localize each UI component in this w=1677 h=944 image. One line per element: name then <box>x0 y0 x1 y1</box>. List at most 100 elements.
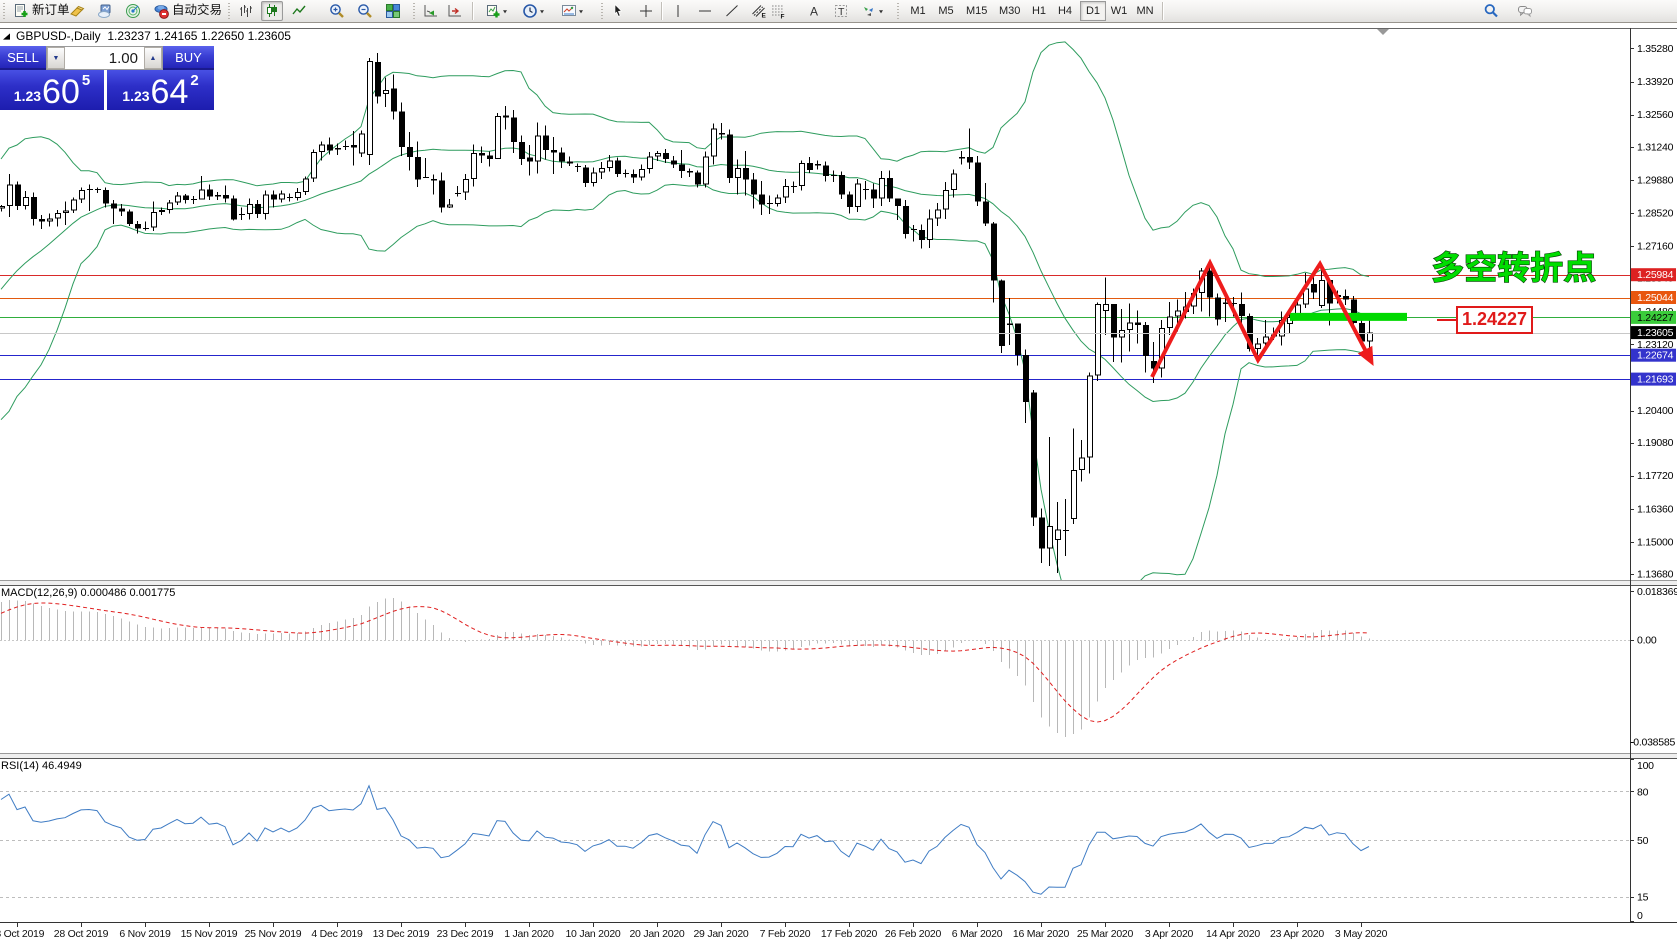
periods-menu-button[interactable]: ▾ <box>519 1 547 21</box>
main-pane <box>0 41 1630 580</box>
toolbar-grip-3[interactable] <box>412 3 417 19</box>
vertical-line-tool-icon <box>677 5 679 17</box>
rsi-scale-100: 100 <box>1637 760 1654 772</box>
chart-shift-marker[interactable] <box>1377 29 1389 35</box>
ohlc-close: 1.23605 <box>247 29 291 43</box>
buy-price-display[interactable]: 1.23 64 2 <box>107 70 214 110</box>
timeframe-button-m5[interactable]: M5 <box>938 5 954 17</box>
channel-tool-button[interactable]: E <box>748 1 770 21</box>
chart-shift-icon <box>448 5 461 17</box>
price-badge-1.25044 <box>1631 291 1676 304</box>
date-label-16: 16 Mar 2020 <box>1013 928 1070 940</box>
market-watch-button[interactable] <box>66 1 88 21</box>
price-tick-label-1.13680: 1.13680 <box>1637 569 1674 581</box>
pane-splitter-rsi[interactable] <box>0 753 1677 759</box>
rsi-scale-15: 15 <box>1637 892 1649 904</box>
trendline-tool-button[interactable] <box>721 1 743 21</box>
sell-price-display[interactable]: 1.23 60 5 <box>0 70 104 110</box>
search-button[interactable] <box>1480 1 1502 21</box>
price-callout[interactable]: 1.24227 <box>1437 306 1534 334</box>
macd-indicator-label: MACD(12,26,9) 0.000486 0.001775 <box>1 587 175 599</box>
cjk-text-svg <box>32 3 69 15</box>
timeframe-button-m30[interactable]: M30 <box>999 5 1021 17</box>
dropdown-caret-icon: ▾ <box>879 7 884 15</box>
buy-price-prefix: 1.23 <box>122 88 150 104</box>
horizontal-line-tool-button[interactable] <box>694 1 716 21</box>
sell-button[interactable]: SELL <box>0 46 46 70</box>
indicators-menu-button[interactable]: ▾ <box>482 1 510 21</box>
price-tick-label-1.17720: 1.17720 <box>1637 470 1674 482</box>
autotrading-label <box>172 3 222 19</box>
cursor-tool-button[interactable] <box>607 1 629 21</box>
macd-name: MACD(12,26,9) <box>1 587 78 599</box>
cjk-text-svg <box>174 3 221 16</box>
strategy-tester-button[interactable] <box>122 1 144 21</box>
toolbar-grip-2[interactable] <box>227 3 232 19</box>
timeframe-button-m1[interactable]: M1 <box>910 5 926 17</box>
timeframe-button-mn[interactable]: MN <box>1136 5 1154 17</box>
data-window-button[interactable] <box>94 1 116 21</box>
label-tool-button[interactable]: T <box>830 1 852 21</box>
date-label-9: 10 Jan 2020 <box>565 928 620 940</box>
volume-decrease-button[interactable]: ▼ <box>47 47 65 69</box>
volume-increase-button[interactable]: ▲ <box>144 47 162 69</box>
templates-menu-button[interactable]: ▾ <box>558 1 586 21</box>
line-chart-button[interactable] <box>288 1 310 21</box>
timeframe-button-m15[interactable]: M15 <box>966 5 988 17</box>
timeframe-button-w1[interactable]: W1 <box>1110 5 1128 17</box>
buy-button[interactable]: BUY <box>163 46 214 70</box>
autotrading-icon <box>154 5 169 19</box>
chat-button[interactable] <box>1514 1 1536 21</box>
candlestick-chart-icon <box>267 4 277 17</box>
sell-price-prefix: 1.23 <box>13 88 42 104</box>
bar-chart-button[interactable] <box>235 1 257 21</box>
zoom-out-button[interactable] <box>354 1 376 21</box>
toolbar-grip-4[interactable] <box>600 3 605 19</box>
svg-text:E: E <box>762 13 767 20</box>
chat-icon <box>1518 6 1532 18</box>
sell-price-big-digits: 60 <box>42 73 80 111</box>
auto-scroll-button[interactable] <box>420 1 442 21</box>
pane-splitter-macd[interactable] <box>0 580 1677 586</box>
volume-input[interactable]: 1.00 <box>65 47 144 69</box>
arrows-tool-button[interactable]: ▾ <box>858 1 886 21</box>
chart-shift-button[interactable] <box>444 1 466 21</box>
timeframe-button-d1[interactable]: D1 <box>1080 1 1106 21</box>
buy-price-big-digits: 64 <box>150 73 189 111</box>
tile-windows-button[interactable] <box>382 1 404 21</box>
timeframe-button-h4[interactable]: H4 <box>1057 5 1073 17</box>
svg-text:T: T <box>838 6 845 18</box>
bullish-candle-bodies <box>0 61 1373 549</box>
text-tool-button[interactable]: A <box>803 1 825 21</box>
new-order-button[interactable] <box>10 1 73 21</box>
chart-canvas[interactable]: 1.35280 1.33920 1.32560 1.31240 1.29880 1.285… <box>0 24 1677 944</box>
candles <box>0 53 1373 574</box>
date-label-18: 3 Apr 2020 <box>1145 928 1194 940</box>
sell-price-pip-sup: 5 <box>81 72 91 89</box>
crosshair-tool-button[interactable] <box>635 1 657 21</box>
turning-point-annotation <box>1429 248 1599 292</box>
price-badge-1.25984 <box>1631 268 1676 282</box>
price-badge-label-1.25044: 1.25044 <box>1637 292 1674 304</box>
bearish-candle-bodies <box>15 62 1365 549</box>
fibonacci-tool-button[interactable]: F <box>767 1 789 21</box>
timeframe-button-h1[interactable]: H1 <box>1031 5 1047 17</box>
channel-tool-icon: E <box>752 5 767 20</box>
zoom-in-button[interactable] <box>326 1 348 21</box>
label-tool-icon: T <box>835 5 847 18</box>
toolbar-grip-1[interactable] <box>2 3 7 19</box>
volume-spinner: ▼ 1.00 ▲ <box>46 46 163 70</box>
autotrading-button[interactable] <box>150 1 225 21</box>
macd-scale-max: 0.018369 <box>1637 586 1677 598</box>
crosshair-tool-icon <box>640 5 652 17</box>
price-badge-1.22674 <box>1631 348 1676 362</box>
vertical-line-tool-button[interactable] <box>667 1 689 21</box>
one-click-trading-panel: SELL ▼ 1.00 ▲ BUY 1.23 60 5 1.23 64 2 <box>0 46 214 110</box>
chart-collapse-icon[interactable] <box>3 32 10 40</box>
zigzag-trend-arrow[interactable] <box>1150 258 1374 378</box>
new-order-icon <box>15 4 28 17</box>
toolbar-grip-5[interactable] <box>896 3 901 19</box>
candlestick-chart-button[interactable] <box>261 1 283 21</box>
candle-wicks <box>1 53 1370 574</box>
cursor-tool-icon <box>614 3 623 17</box>
